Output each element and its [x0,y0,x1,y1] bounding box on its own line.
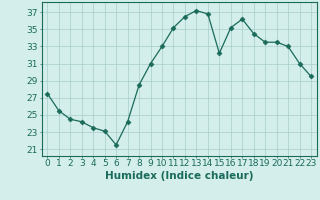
X-axis label: Humidex (Indice chaleur): Humidex (Indice chaleur) [105,171,253,181]
